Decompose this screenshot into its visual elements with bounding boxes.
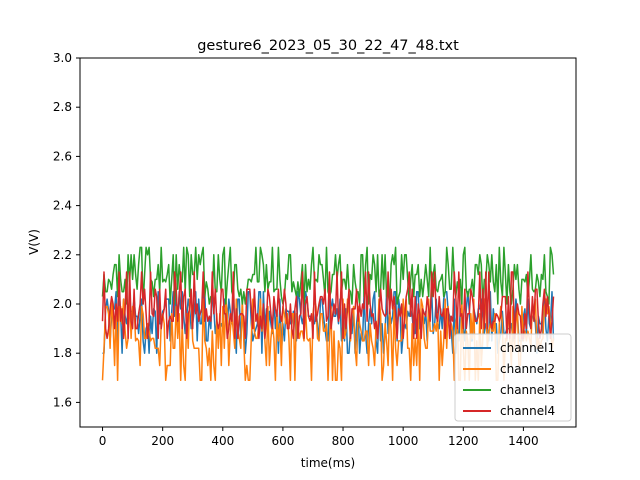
- x-tick-label: 600: [271, 434, 294, 448]
- x-tick-label: 0: [99, 434, 107, 448]
- x-tick-label: 1200: [448, 434, 479, 448]
- y-tick-label: 1.6: [53, 395, 72, 409]
- x-tick-label: 400: [211, 434, 234, 448]
- y-tick-label: 2.6: [53, 149, 72, 163]
- y-tick-label: 2.8: [53, 100, 72, 114]
- legend-box: [454, 333, 572, 422]
- y-tick-label: 2.0: [53, 297, 72, 311]
- legend-label: channel3: [500, 383, 555, 397]
- plot-frame: [79, 57, 577, 428]
- y-axis-label: V(V): [27, 229, 41, 255]
- x-axis: 0 200 400 600 800 1000 1200 1400: [99, 427, 539, 448]
- series-line-channel3: [101, 246, 555, 305]
- y-tick-label: 1.8: [53, 346, 72, 360]
- legend-label: channel4: [500, 404, 555, 418]
- x-tick-label: 200: [151, 434, 174, 448]
- series-line-channel4: [101, 271, 555, 340]
- legend-label: channel1: [500, 341, 555, 355]
- x-tick-label: 1400: [508, 434, 539, 448]
- y-axis: 1.6 1.8 2.0 2.2 2.4 2.6 2.8 3.0: [53, 51, 80, 409]
- y-tick-label: 2.4: [53, 199, 72, 213]
- x-axis-label: time(ms): [301, 456, 355, 470]
- chart-title: gesture6_2023_05_30_22_47_48.txt: [197, 38, 459, 54]
- y-tick-label: 2.2: [53, 248, 72, 262]
- legend: channel1 channel2 channel3 channel4: [454, 333, 572, 422]
- legend-label: channel2: [500, 362, 555, 376]
- y-tick-label: 3.0: [53, 51, 72, 65]
- x-tick-label: 1000: [388, 434, 419, 448]
- x-tick-label: 800: [332, 434, 355, 448]
